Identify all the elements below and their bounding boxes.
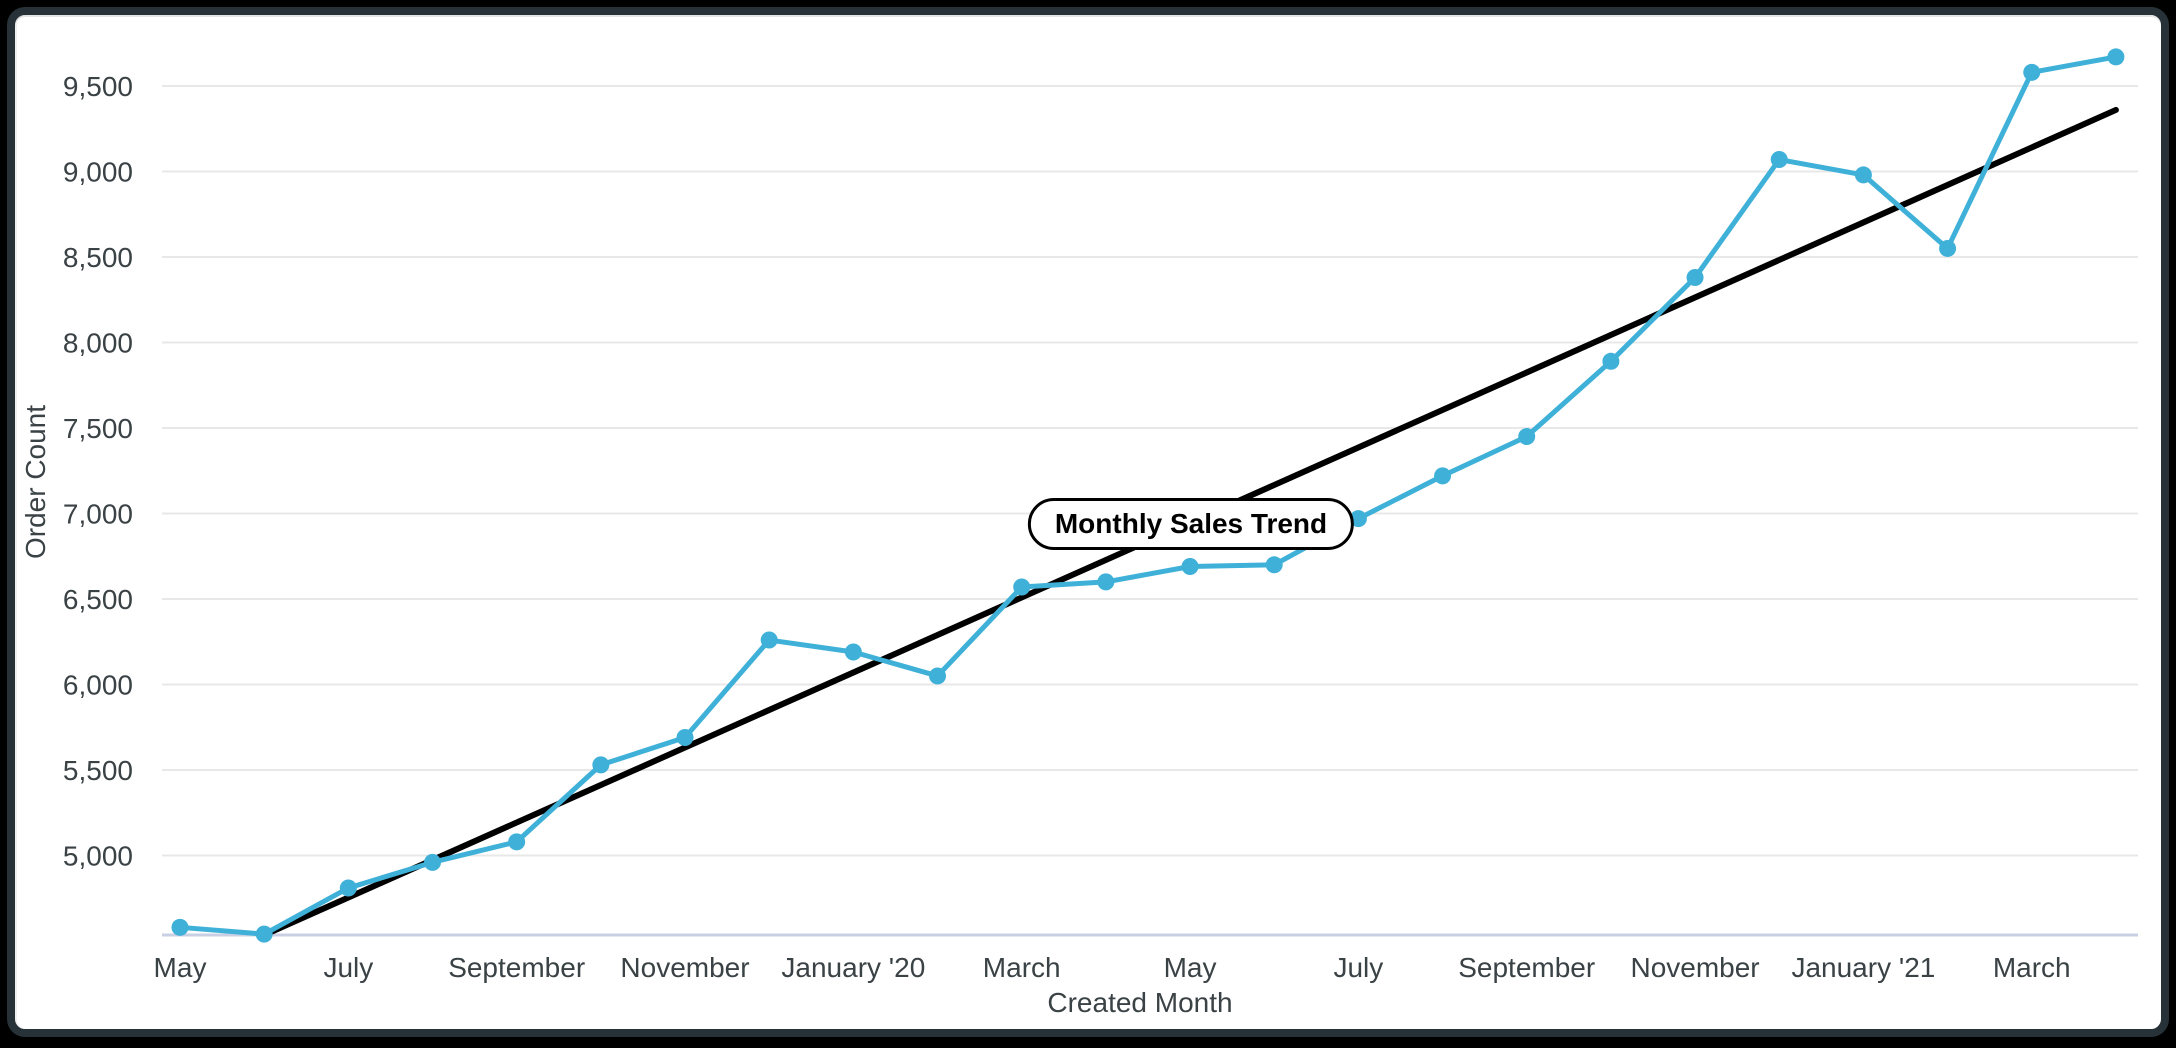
data-point-marker bbox=[171, 918, 189, 936]
data-point-marker bbox=[1013, 578, 1031, 596]
x-tick-label: January '20 bbox=[781, 952, 925, 983]
data-point-marker bbox=[1265, 556, 1283, 574]
trend-label-pill: Monthly Sales Trend bbox=[1027, 498, 1355, 550]
y-tick-label: 6,500 bbox=[63, 584, 133, 615]
data-point-marker bbox=[676, 729, 694, 747]
gridlines bbox=[162, 85, 2138, 857]
x-tick-label: July bbox=[323, 952, 373, 983]
data-point-marker bbox=[508, 833, 526, 851]
data-point-marker bbox=[1686, 269, 1704, 287]
y-tick-label: 7,000 bbox=[63, 499, 133, 530]
x-tick-label: November bbox=[1630, 952, 1759, 983]
x-tick-label: November bbox=[620, 952, 749, 983]
y-axis-title: Order Count bbox=[20, 405, 51, 559]
y-tick-label: 5,500 bbox=[63, 755, 133, 786]
x-tick-label: May bbox=[1164, 952, 1217, 983]
x-tick-label: July bbox=[1333, 952, 1383, 983]
data-point-marker bbox=[592, 756, 610, 774]
y-tick-label: 6,000 bbox=[63, 670, 133, 701]
y-tick-label: 9,000 bbox=[63, 157, 133, 188]
data-point-marker bbox=[2107, 48, 2125, 66]
data-point-marker bbox=[424, 853, 442, 871]
x-tick-label: September bbox=[448, 952, 585, 983]
y-tick-label: 5,000 bbox=[63, 841, 133, 872]
x-tick-label: May bbox=[154, 952, 207, 983]
x-tick-label: September bbox=[1458, 952, 1595, 983]
data-point-marker bbox=[1349, 510, 1367, 528]
x-tick-label: March bbox=[1993, 952, 2071, 983]
data-point-marker bbox=[844, 643, 862, 661]
order-count-series bbox=[171, 48, 2125, 943]
data-point-marker bbox=[1770, 151, 1788, 169]
data-point-marker bbox=[1097, 573, 1115, 591]
data-point-marker bbox=[1518, 428, 1536, 446]
y-tick-label: 8,000 bbox=[63, 328, 133, 359]
series-line bbox=[177, 54, 2119, 937]
y-tick-label: 8,500 bbox=[63, 242, 133, 273]
data-point-marker bbox=[1434, 467, 1452, 485]
x-tick-label: January '21 bbox=[1791, 952, 1935, 983]
y-tick-label: 7,500 bbox=[63, 413, 133, 444]
data-point-marker bbox=[1602, 352, 1620, 370]
x-tick-label: March bbox=[983, 952, 1061, 983]
data-point-marker bbox=[255, 925, 273, 943]
data-point-marker bbox=[339, 879, 357, 897]
data-point-marker bbox=[760, 631, 778, 649]
y-tick-label: 9,500 bbox=[63, 71, 133, 102]
axis-tick-labels: 5,000 5,500 6,000 6,500 7,000 7,500 8,000 8,500… bbox=[63, 71, 2071, 983]
data-point-marker bbox=[1181, 558, 1199, 576]
data-point-marker bbox=[1854, 166, 1872, 184]
data-point-marker bbox=[1939, 239, 1957, 257]
x-axis-title: Created Month bbox=[1047, 987, 1232, 1018]
data-point-marker bbox=[929, 667, 947, 685]
data-point-marker bbox=[2023, 63, 2041, 81]
trend-label-text: Monthly Sales Trend bbox=[1054, 508, 1328, 539]
